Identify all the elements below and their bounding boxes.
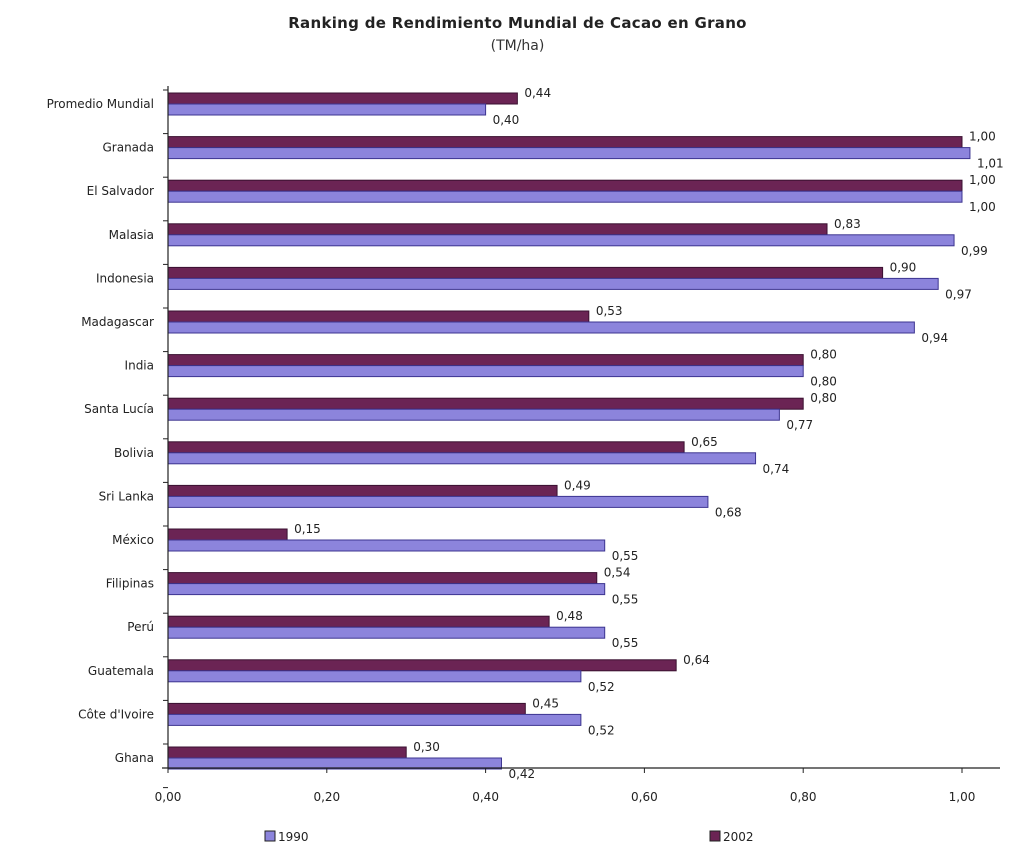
bar-2002	[167, 572, 598, 585]
data-label-2002: 0,65	[691, 435, 718, 449]
data-label-2002: 0,53	[596, 304, 623, 318]
data-label-1990: 1,00	[969, 200, 996, 214]
category-label: Indonesia	[96, 271, 154, 285]
bar-1990	[167, 757, 502, 770]
legend-label: 2002	[723, 830, 754, 844]
bar-2002	[167, 179, 963, 192]
bar-1990	[167, 495, 709, 508]
category-label: Guatemala	[88, 664, 154, 678]
bar-1990	[167, 452, 757, 465]
data-label-2002: 0,44	[524, 86, 551, 100]
category-label: Promedio Mundial	[47, 97, 154, 111]
data-label-1990: 0,80	[810, 375, 837, 389]
data-label-1990: 0,99	[961, 244, 988, 258]
bar-1990	[167, 277, 939, 290]
data-label-1990: 0,42	[508, 767, 535, 781]
legend-label: 1990	[278, 830, 309, 844]
category-label: Ghana	[115, 751, 154, 765]
data-label-2002: 1,00	[969, 173, 996, 187]
bar-1990	[167, 670, 582, 683]
data-label-1990: 0,52	[588, 723, 615, 737]
data-label-1990: 0,97	[945, 287, 972, 301]
category-label: Filipinas	[106, 577, 154, 591]
category-label: Madagascar	[81, 315, 154, 329]
x-tick-label: 0,20	[313, 790, 340, 804]
x-tick-label: 0,60	[631, 790, 658, 804]
bar-1990	[167, 147, 971, 160]
bar-2002	[167, 615, 550, 628]
category-label: Granada	[102, 141, 154, 155]
data-label-2002: 0,48	[556, 609, 583, 623]
category-label: Sri Lanka	[99, 489, 154, 503]
category-label: México	[112, 533, 154, 547]
bar-1990	[167, 626, 606, 639]
x-tick-label: 0,40	[472, 790, 499, 804]
data-label-2002: 0,15	[294, 522, 321, 536]
bar-2002	[167, 136, 963, 149]
bar-2002	[167, 528, 288, 541]
data-label-2002: 0,80	[810, 348, 837, 362]
bar-1990	[167, 583, 606, 596]
data-label-2002: 0,64	[683, 653, 710, 667]
bar-1990	[167, 321, 915, 334]
bar-1990	[167, 539, 606, 552]
data-label-2002: 0,80	[810, 391, 837, 405]
category-label: India	[125, 359, 154, 373]
data-label-1990: 1,01	[977, 157, 1004, 171]
legend-swatch	[709, 830, 721, 842]
data-label-1990: 0,94	[921, 331, 948, 345]
bar-2002	[167, 266, 884, 279]
bar-2002	[167, 441, 685, 454]
bar-1990	[167, 190, 963, 203]
bar-1990	[167, 408, 780, 421]
data-label-1990: 0,55	[612, 593, 639, 607]
bar-1990	[167, 234, 955, 247]
x-tick-label: 0,00	[155, 790, 182, 804]
bar-1990	[167, 365, 804, 378]
bar-2002	[167, 92, 518, 105]
data-label-1990: 0,40	[493, 113, 520, 127]
x-tick-label: 1,00	[949, 790, 976, 804]
category-label: Santa Lucía	[84, 402, 154, 416]
bar-2002	[167, 659, 677, 672]
data-label-2002: 0,83	[834, 217, 861, 231]
category-label: Perú	[127, 620, 154, 634]
data-label-2002: 0,54	[604, 566, 631, 580]
data-label-1990: 0,52	[588, 680, 615, 694]
data-label-2002: 0,45	[532, 696, 559, 710]
data-label-1990: 0,77	[786, 418, 813, 432]
data-label-1990: 0,74	[763, 462, 790, 476]
bar-2002	[167, 484, 558, 497]
bar-1990	[167, 713, 582, 726]
bar-2002	[167, 223, 828, 236]
data-label-2002: 0,30	[413, 740, 440, 754]
bar-2002	[167, 746, 407, 759]
data-label-2002: 1,00	[969, 130, 996, 144]
category-label: Côte d'Ivoire	[78, 707, 154, 721]
bar-1990	[167, 103, 487, 116]
bar-2002	[167, 310, 590, 323]
data-label-1990: 0,55	[612, 636, 639, 650]
legend-swatch	[264, 830, 276, 842]
data-label-2002: 0,49	[564, 478, 591, 492]
data-label-2002: 0,90	[890, 260, 917, 274]
bar-2002	[167, 702, 526, 715]
bar-2002	[167, 397, 804, 410]
category-label: Malasia	[109, 228, 154, 242]
x-tick-label: 0,80	[790, 790, 817, 804]
data-label-1990: 0,68	[715, 505, 742, 519]
data-label-1990: 0,55	[612, 549, 639, 563]
chart-subtitle: (TM/ha)	[490, 38, 545, 54]
chart-title: Ranking de Rendimiento Mundial de Cacao …	[288, 14, 747, 32]
category-label: Bolivia	[114, 446, 154, 460]
category-label: El Salvador	[87, 184, 154, 198]
bar-2002	[167, 354, 804, 367]
